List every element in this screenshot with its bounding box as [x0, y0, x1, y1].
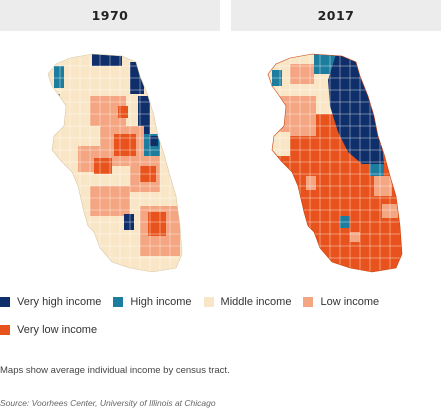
- chicago-map-2017: [267, 53, 403, 273]
- chicago-map-1970: [47, 53, 183, 273]
- panel-title-1970: 1970: [0, 0, 220, 31]
- city-boundary: [267, 53, 403, 273]
- legend-swatch: [303, 297, 314, 307]
- legend-item-low: Low income: [303, 296, 379, 308]
- legend-item-high: High income: [113, 296, 192, 308]
- tract-grid: [48, 54, 182, 272]
- low-income-tracts: [350, 232, 360, 242]
- very-high-income-tracts: [92, 54, 122, 66]
- low-income-tracts: [306, 176, 316, 190]
- high-income-tracts: [52, 94, 60, 106]
- legend-swatch: [203, 297, 214, 307]
- legend-label: Very low income: [17, 324, 98, 336]
- legend-item-very-low: Very low income: [0, 324, 97, 336]
- very-low-income-tracts: [94, 158, 112, 174]
- legend-row-1: Very high income High income Middle inco…: [0, 296, 391, 308]
- legend-row-2: Very low income: [0, 324, 109, 336]
- very-low-income-tracts: [148, 212, 166, 236]
- low-income-tracts: [290, 64, 314, 84]
- legend-item-middle: Middle income: [203, 296, 292, 308]
- high-income-tracts: [314, 54, 336, 74]
- tract-grid: [268, 54, 402, 272]
- legend-label: High income: [130, 296, 192, 308]
- city-boundary: [47, 53, 183, 273]
- legend-swatch: [113, 297, 124, 307]
- very-high-income-tracts: [138, 96, 150, 134]
- legend-swatch: [0, 325, 10, 335]
- high-income-tracts: [370, 164, 384, 176]
- very-low-income-tracts: [114, 134, 136, 156]
- panel-title-2017: 2017: [231, 0, 441, 31]
- map-note: Maps show average individual income by c…: [0, 365, 230, 376]
- source-credit: Source: Voorhees Center, University of I…: [0, 398, 216, 408]
- high-income-tracts: [54, 66, 64, 88]
- very-low-income-tracts: [118, 106, 128, 118]
- legend-label: Low income: [320, 296, 380, 308]
- legend-swatch: [0, 297, 10, 307]
- legend-item-very-high: Very high income: [0, 296, 101, 308]
- very-high-income-tracts: [150, 136, 158, 146]
- legend-label: Very high income: [17, 296, 102, 308]
- legend-label: Middle income: [220, 296, 292, 308]
